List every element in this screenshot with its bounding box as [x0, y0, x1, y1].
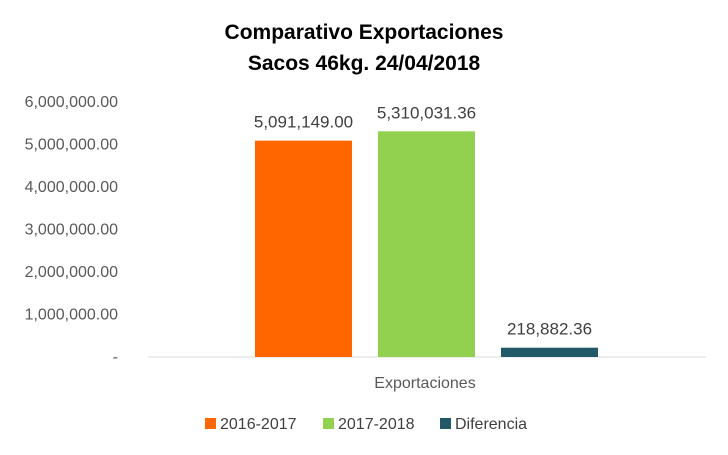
y-tick-label: 5,000,000.00 [25, 137, 119, 154]
data-label: 5,310,031.36 [377, 103, 476, 122]
legend-label: Diferencia [455, 416, 527, 433]
bar-2016-2017 [255, 140, 352, 357]
legend-swatch [205, 418, 216, 429]
y-tick-label: 6,000,000.00 [25, 94, 119, 111]
bar-2017-2018 [378, 131, 475, 357]
legend-swatch [440, 418, 451, 429]
data-label: 218,882.36 [507, 320, 592, 339]
chart-title-line-1: Comparativo Exportaciones [225, 21, 504, 44]
legend-label: 2016-2017 [220, 416, 297, 433]
y-tick-label: 2,000,000.00 [25, 264, 119, 281]
y-tick-label: - [113, 349, 118, 366]
legend-swatch [323, 418, 334, 429]
legend: 2016-2017 2017-2018 Diferencia [205, 416, 527, 433]
y-tick-label: 4,000,000.00 [25, 179, 119, 196]
bars [255, 131, 598, 357]
legend-label: 2017-2018 [338, 416, 415, 433]
chart-title-line-2: Sacos 46kg. 24/04/2018 [248, 52, 481, 75]
y-tick-label: 1,000,000.00 [25, 307, 119, 324]
bar-diferencia [501, 347, 598, 357]
data-labels: 5,091,149.00 5,310,031.36 218,882.36 [254, 103, 592, 338]
data-label: 5,091,149.00 [254, 113, 353, 132]
y-tick-label: 3,000,000.00 [25, 222, 119, 239]
x-axis-category-label: Exportaciones [374, 375, 475, 392]
y-axis-tick-labels: - 1,000,000.00 2,000,000.00 3,000,000.00 4,0… [25, 94, 119, 366]
